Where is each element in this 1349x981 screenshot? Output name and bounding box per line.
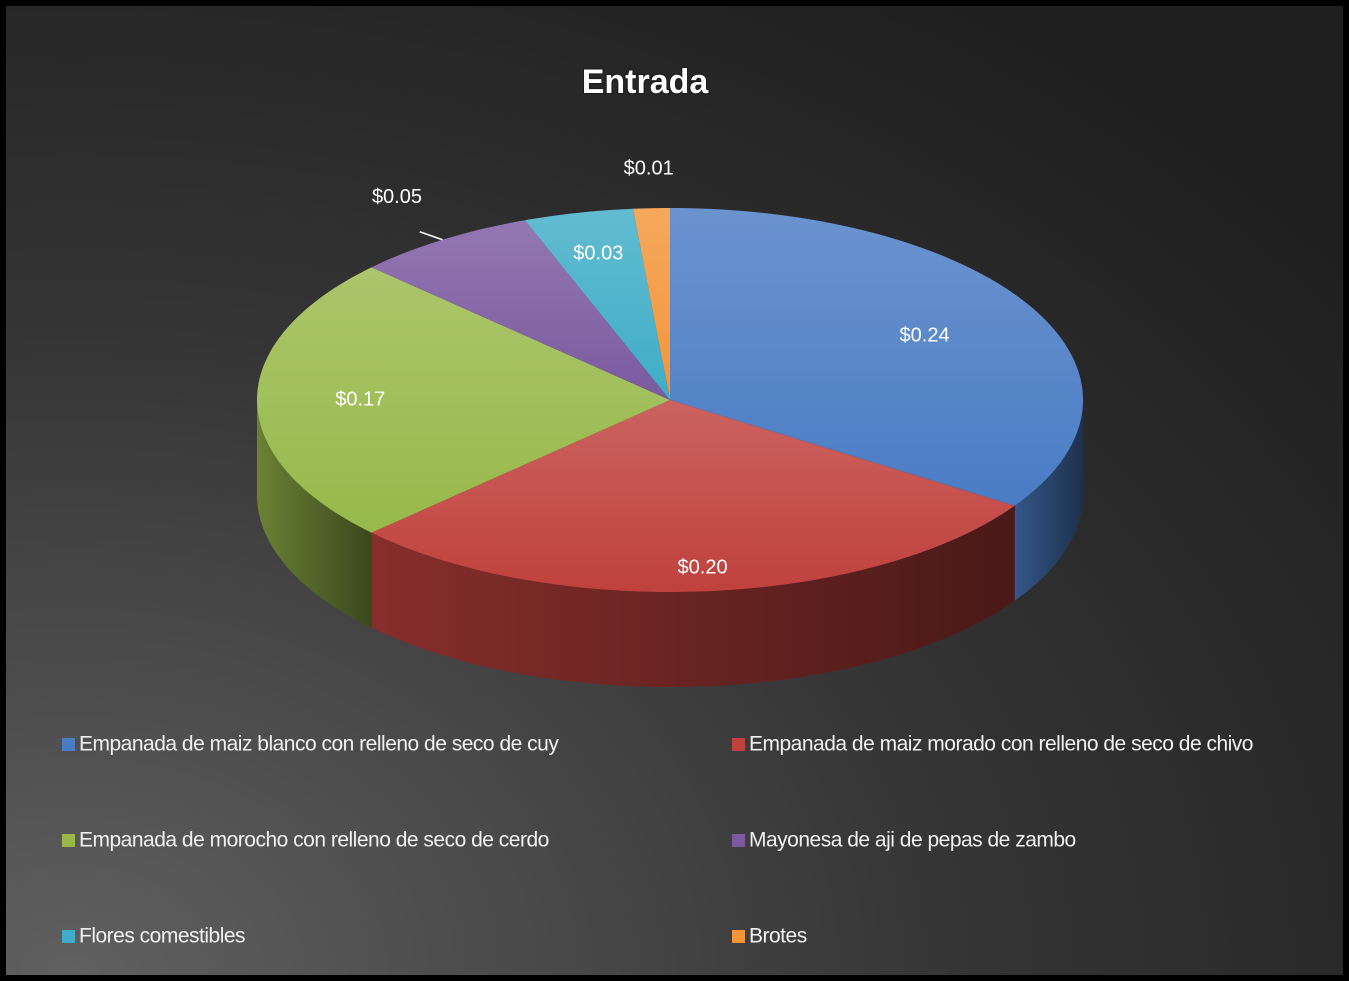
legend-label: Mayonesa de aji de pepas de zambo: [749, 829, 1076, 852]
slice-gloss: [257, 267, 670, 533]
legend-label: Empanada de maiz blanco con relleno de s…: [79, 733, 559, 756]
data-label: $0.17: [335, 388, 385, 410]
slice-gloss: [670, 208, 1083, 506]
chart-title: Entrada: [582, 63, 710, 101]
side-shade: [257, 400, 372, 628]
legend-swatch: [62, 930, 75, 943]
data-label: $0.20: [678, 557, 728, 579]
leader-line: [419, 231, 443, 241]
legend-swatch: [62, 834, 75, 847]
data-label: $0.03: [573, 242, 623, 264]
legend-label: Empanada de maiz morado con relleno de s…: [749, 733, 1253, 756]
slice-gloss: [632, 208, 670, 400]
legend-swatch: [732, 738, 745, 751]
legend-label: Flores comestibles: [79, 925, 245, 948]
data-label: $0.01: [624, 158, 674, 180]
legend-swatch: [732, 930, 745, 943]
data-label: $0.24: [900, 325, 950, 347]
side-shade: [371, 505, 1015, 687]
slice-gloss: [371, 220, 670, 400]
legend-label: Brotes: [749, 925, 807, 948]
data-label: $0.05: [372, 186, 422, 208]
legend-swatch: [62, 738, 75, 751]
slice-gloss: [371, 400, 1015, 592]
side-shade: [1014, 400, 1083, 601]
legend-swatch: [732, 834, 745, 847]
legend-label: Empanada de morocho con relleno de seco …: [79, 829, 549, 852]
slice-gloss: [524, 208, 670, 400]
